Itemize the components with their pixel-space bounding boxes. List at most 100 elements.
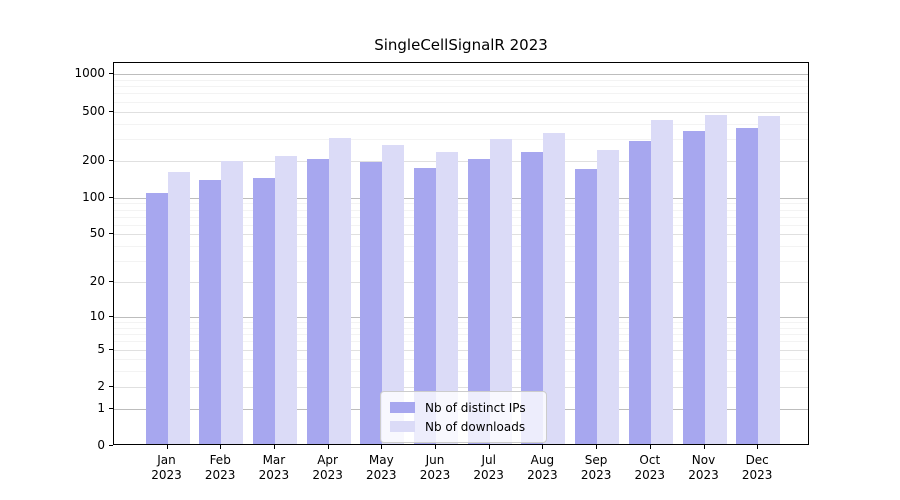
gridline [114, 93, 808, 95]
bar-distinct-ips-sep [575, 169, 598, 444]
x-axis-tick [327, 445, 329, 449]
y-axis-tick [109, 407, 113, 409]
x-axis-tick [488, 445, 490, 449]
bar-downloads-jul [489, 138, 512, 444]
y-axis-tick [109, 348, 113, 350]
gridline [114, 341, 808, 343]
bar-distinct-ips-may [360, 161, 383, 444]
bar-distinct-ips-dec [736, 128, 759, 444]
x-axis-tick [166, 445, 168, 449]
x-axis-tick [435, 445, 436, 449]
gridline [114, 334, 808, 336]
bar-downloads-jan [167, 172, 190, 444]
bar-distinct-ips-jul [467, 158, 490, 444]
y-axis-tick [109, 445, 113, 446]
x-axis-tick [273, 445, 275, 449]
x-axis-tick-label: Feb 2023 [204, 453, 236, 482]
bar-downloads-feb [221, 161, 244, 444]
gridline [114, 327, 808, 329]
gridline [114, 282, 808, 284]
y-axis-tick-label: 1 [97, 400, 105, 415]
x-axis-tick-label: Oct 2023 [634, 453, 666, 482]
y-axis-tick-label: 200 [82, 152, 105, 167]
gridline [114, 349, 808, 351]
legend-swatch-distinct-ips [390, 402, 415, 413]
y-axis-tick [109, 233, 113, 235]
bar-downloads-aug [543, 133, 566, 444]
gridline [114, 138, 808, 140]
gridline [114, 317, 808, 318]
bar-downloads-may [382, 145, 405, 444]
bar-downloads-dec [758, 115, 781, 444]
bar-distinct-ips-jun [414, 168, 436, 444]
legend-label-distinct-ips: Nb of distinct IPs [425, 400, 526, 415]
legend-swatch-downloads [390, 421, 415, 432]
gridline [114, 224, 808, 226]
y-axis-tick-label: 5 [97, 341, 105, 356]
y-axis-tick-label: 10 [89, 309, 105, 323]
y-axis-tick [109, 196, 113, 198]
gridline [114, 234, 808, 236]
gridline [114, 79, 808, 81]
y-axis-tick-label: 1000 [74, 66, 105, 81]
legend-label-downloads: Nb of downloads [425, 419, 526, 434]
gridline [114, 246, 808, 248]
bar-downloads-sep [597, 150, 620, 444]
gridline [114, 261, 808, 263]
y-axis-tick-label: 0 [97, 438, 105, 452]
legend-item-downloads: Nb of downloads [390, 417, 537, 436]
bar-distinct-ips-jan [145, 193, 168, 444]
bar-distinct-ips-mar [252, 177, 275, 444]
y-axis-tick-label: 100 [82, 189, 105, 204]
x-axis-tick-label: Nov 2023 [688, 453, 719, 482]
y-axis-tick [109, 316, 113, 317]
gridline [114, 123, 808, 125]
y-axis-tick-label: 2 [97, 378, 105, 393]
gridline [114, 111, 808, 113]
gridline [114, 101, 808, 103]
gridline [114, 322, 808, 324]
gridline [114, 386, 808, 388]
x-axis-tick [757, 445, 759, 449]
x-axis-tick-label: Dec 2023 [741, 453, 773, 482]
x-axis-tick-label: Sep 2023 [580, 453, 612, 482]
gridline [114, 209, 808, 211]
x-axis-tick [220, 445, 222, 449]
y-axis-tick [109, 159, 113, 161]
bar-downloads-mar [274, 155, 297, 444]
y-axis-tick [109, 73, 113, 75]
bar-distinct-ips-apr [306, 158, 329, 444]
y-axis-tick [109, 385, 113, 387]
bar-distinct-ips-feb [199, 179, 222, 444]
y-axis-tick [109, 110, 113, 112]
y-axis-tick-label: 500 [82, 103, 105, 118]
x-axis-tick-label: Jul 2023 [473, 453, 504, 482]
bar-downloads-nov [704, 115, 727, 444]
gridline [114, 197, 808, 199]
x-axis-tick-label: Jan 2023 [151, 453, 182, 482]
bar-distinct-ips-nov [682, 131, 705, 444]
legend: Nb of distinct IPs Nb of downloads [380, 391, 547, 443]
gridline [114, 74, 808, 76]
bar-distinct-ips-oct [628, 141, 651, 444]
x-axis-tick [596, 445, 598, 449]
gridline [114, 160, 808, 162]
gridline [114, 359, 808, 361]
bar-downloads-jun [436, 151, 458, 444]
y-axis-tick-label: 50 [89, 226, 105, 241]
x-axis-tick [381, 445, 383, 449]
gridline [114, 203, 808, 205]
legend-item-distinct-ips: Nb of distinct IPs [390, 398, 537, 417]
y-axis-tick-label: 20 [89, 274, 105, 289]
x-axis-tick-label: Aug 2023 [527, 453, 558, 482]
chart-title: SingleCellSignalR 2023 [374, 36, 548, 54]
gridline [114, 216, 808, 218]
bar-downloads-apr [328, 137, 351, 444]
x-axis-tick [703, 445, 705, 449]
bar-distinct-ips-aug [521, 152, 544, 444]
bar-downloads-oct [650, 120, 673, 444]
gridline [114, 371, 808, 373]
x-axis-tick-label: Mar 2023 [258, 453, 290, 482]
x-axis-tick-label: May 2023 [366, 453, 397, 482]
